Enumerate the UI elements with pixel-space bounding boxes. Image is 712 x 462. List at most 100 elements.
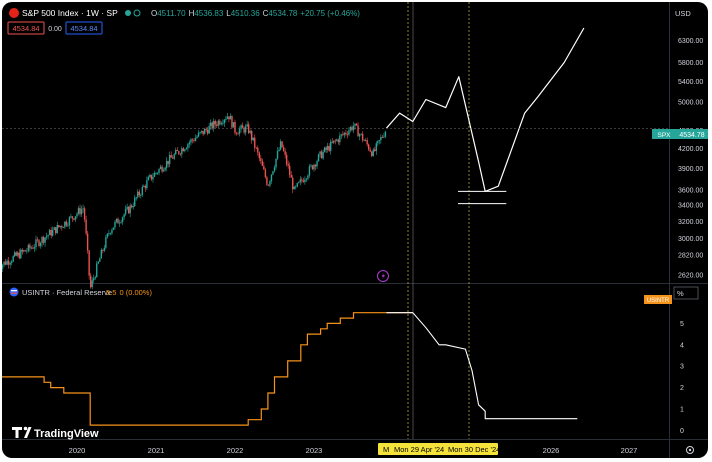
symbol-legend[interactable]: S&P 500 Index · 1W · SP O4511.70 H4536.83… [9,8,360,18]
candle-body [109,233,112,234]
indicator-title: USINTR · Federal Reserve [22,288,112,297]
candle-body [33,247,36,249]
fed-rate-projection-drawing[interactable] [386,312,578,420]
candle-body [267,184,270,186]
candle-body [296,183,298,187]
indicator-tick-label: 4 [680,342,684,349]
candle-body [176,149,178,152]
candle-body [182,148,185,152]
sell-button[interactable] [7,21,45,35]
candle-body [328,146,330,151]
indicator-tick-label: 2 [680,385,684,392]
indicator-axis[interactable]: 0 1 2 3 4 5 [680,321,684,435]
candle-body [299,179,302,182]
ohlc-values: O4511.70 H4536.83 L4510.36 C4534.78 +20.75 (… [151,9,360,18]
settings-icon[interactable] [686,446,694,454]
candle-body [135,197,137,199]
candle-body [4,261,7,265]
candle-body [76,213,78,217]
price-tick-label: 3900.00 [678,166,703,173]
candle-body [348,130,350,135]
time-axis[interactable]: 2020 2021 2022 2023 2026 2027 [69,446,638,455]
candle-body [281,141,283,148]
candle-body [266,177,268,185]
candle-body [56,225,58,234]
buy-button[interactable] [65,21,103,35]
candle-body [137,191,139,198]
candle-body [167,160,169,165]
candle-body [71,216,74,219]
candle-body [369,149,371,152]
candle-body [355,123,358,126]
candle-body [334,140,336,142]
candle-body [260,158,262,161]
price-tick-label: 3000.00 [678,236,703,243]
candle-body [2,264,4,269]
candlestick-series [2,113,387,290]
price-tick-label: 2620.00 [678,272,703,279]
candle-body [203,128,206,135]
tradingview-logo-mark [24,427,32,438]
candle-body [305,178,308,180]
spx-projection-drawing[interactable] [385,27,585,192]
time-tick-label: 2020 [69,446,86,455]
crosshair-date-badge: M Mon 29 Apr '24 Mon 30 Dec '24 [378,443,500,455]
candle-body [310,165,312,167]
tradingview-chart[interactable]: 2620.002820.003000.003200.003400.003600.… [2,2,708,458]
time-tick-label: 2023 [306,446,323,455]
candle-body [372,149,374,157]
candle-body [21,249,24,252]
indicator-unit-box[interactable]: % [673,286,699,300]
candle-body [231,116,233,128]
candle-body [226,116,229,119]
candle-body [240,125,242,130]
candle-body [208,126,210,134]
candle-body [363,140,365,142]
candle-body [367,144,370,150]
lightning-icon[interactable] [377,270,389,282]
candle-body [228,116,230,120]
candle-body [18,252,20,259]
candle-body [94,277,96,279]
candle-body [269,181,271,186]
indicator-legend[interactable]: USINTR · Federal Reserve 5.5 0 (0.00%) [9,287,153,298]
currency-label[interactable]: USD [675,9,691,18]
candle-body [292,177,294,190]
us-flag-icon [9,287,19,297]
candle-body [295,186,297,188]
candle-body [61,226,63,228]
candle-body [285,154,288,165]
candle-body [129,205,131,214]
candle-body [187,144,189,149]
candle-body [45,236,48,238]
candle-body [209,122,212,127]
sell-price: 4534.84 [12,24,39,33]
candle-body [185,148,188,150]
candle-body [190,139,192,143]
candle-body [371,151,373,157]
candle-body [165,160,168,168]
indicator-tick-label: 3 [680,364,684,371]
candle-body [44,237,46,243]
candle-body [55,227,57,234]
candle-body [99,258,101,262]
candle-body [319,151,321,155]
candle-body [141,186,144,195]
candle-body [85,219,87,234]
candle-body [173,154,175,159]
candle-body [340,134,343,136]
price-axis[interactable]: 2620.00 2820.00 3000.00 3200.00 3400.00 3600.… [678,38,703,279]
indicator-tick-label: 0 [680,428,684,435]
candle-body [91,280,93,288]
candle-body [325,147,327,150]
candle-body [263,165,265,170]
candle-body [96,263,98,278]
candle-body [200,130,203,133]
candle-body [275,158,277,168]
candle-body [251,131,253,141]
candle-body [216,124,218,126]
candle-body [238,129,241,134]
time-tick-label: 2027 [621,446,638,455]
candle-body [178,151,180,154]
candle-body [322,152,324,159]
